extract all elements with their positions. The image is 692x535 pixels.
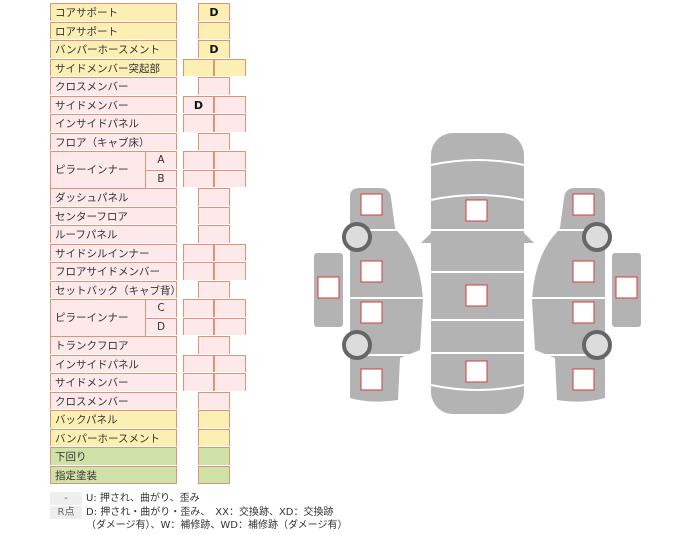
row-label: 指定塗装 bbox=[50, 465, 177, 484]
row-label: クロスメンバー bbox=[50, 391, 177, 409]
wheel-icon bbox=[342, 330, 372, 360]
rating-cell[interactable] bbox=[214, 95, 246, 113]
row-label: バックパネル bbox=[50, 410, 177, 428]
row-label: ピラーインナー bbox=[50, 151, 146, 188]
row-label: バンパーホースメント bbox=[50, 40, 177, 58]
row-label: ロアサポート bbox=[50, 21, 177, 39]
row-label: セットバック（キャブ背） bbox=[50, 280, 181, 298]
rating-cell[interactable] bbox=[198, 465, 230, 484]
row-label: ダッシュパネル bbox=[50, 188, 177, 206]
rating-cell[interactable] bbox=[214, 299, 246, 317]
inspection-marker[interactable] bbox=[615, 276, 638, 299]
inspection-marker[interactable] bbox=[572, 260, 595, 283]
rating-cell[interactable] bbox=[198, 225, 230, 243]
legend-text: D: 押され・曲がり・歪み、 XX：交換跡、XD：交換跡 bbox=[86, 507, 334, 518]
inspection-marker[interactable] bbox=[360, 260, 383, 283]
inspection-marker[interactable] bbox=[360, 301, 383, 324]
rating-cell[interactable] bbox=[214, 243, 246, 261]
row-label: ルーフパネル bbox=[50, 225, 177, 243]
rating-cell[interactable] bbox=[183, 169, 214, 187]
rating-cell[interactable] bbox=[214, 151, 246, 169]
inspection-marker[interactable] bbox=[360, 368, 383, 391]
rating-cell[interactable] bbox=[214, 354, 246, 372]
row-label: フロア（キャブ床） bbox=[50, 132, 177, 150]
row-label: サイドメンバー bbox=[50, 373, 177, 391]
legend-row: - U: 押され、曲がり、歪み bbox=[50, 492, 200, 505]
row-label: トランクフロア bbox=[50, 336, 177, 354]
legend-key: R点 bbox=[50, 506, 82, 519]
inspection-marker[interactable] bbox=[572, 193, 595, 216]
inspection-marker[interactable] bbox=[572, 368, 595, 391]
car-body-arrow-left bbox=[421, 233, 431, 243]
rating-cell[interactable] bbox=[198, 410, 230, 428]
row-label: インサイドパネル bbox=[50, 114, 177, 132]
rating-cell[interactable] bbox=[183, 114, 214, 132]
car-body-arrow-right bbox=[524, 233, 534, 243]
rating-cell[interactable] bbox=[198, 21, 230, 39]
rating-cell[interactable]: D bbox=[183, 95, 214, 113]
rating-cell[interactable] bbox=[214, 169, 246, 187]
legend-text: （ダメージ有）、W：補修跡、WD：補修跡（ダメージ有） bbox=[86, 520, 348, 531]
wheel-icon bbox=[582, 222, 612, 252]
row-label: 下回り bbox=[50, 447, 177, 465]
row-label: サイドメンバー突起部 bbox=[50, 58, 177, 76]
rating-cell[interactable] bbox=[198, 391, 230, 409]
legend-row: R点 D: 押され・曲がり・歪み、 XX：交換跡、XD：交換跡 bbox=[50, 506, 334, 519]
rating-cell[interactable] bbox=[198, 188, 230, 206]
inspection-marker[interactable] bbox=[360, 193, 383, 216]
rating-cell[interactable] bbox=[198, 206, 230, 224]
legend-row: （ダメージ有）、W：補修跡、WD：補修跡（ダメージ有） bbox=[86, 519, 347, 532]
rating-cell[interactable] bbox=[183, 299, 214, 317]
row-label: サイドシルインナー bbox=[50, 243, 177, 261]
rating-cell[interactable] bbox=[183, 262, 214, 280]
car-roof-body bbox=[431, 133, 524, 414]
rating-cell[interactable] bbox=[183, 354, 214, 372]
rating-cell[interactable] bbox=[183, 151, 214, 169]
wheel-icon bbox=[582, 330, 612, 360]
rating-cell[interactable] bbox=[214, 58, 246, 76]
rating-cell[interactable]: D bbox=[198, 40, 230, 58]
row-label: フロアサイドメンバー bbox=[50, 262, 177, 280]
row-label: サイドメンバー bbox=[50, 95, 177, 113]
row-label: コアサポート bbox=[50, 3, 177, 21]
inspection-marker[interactable] bbox=[317, 276, 340, 299]
rating-cell[interactable] bbox=[183, 58, 214, 76]
rating-cell[interactable] bbox=[183, 243, 214, 261]
row-label: バンパーホースメント bbox=[50, 428, 177, 446]
row-label: クロスメンバー bbox=[50, 77, 177, 95]
rating-cell[interactable] bbox=[198, 428, 230, 446]
row-label: インサイドパネル bbox=[50, 354, 177, 372]
inspection-marker[interactable] bbox=[465, 360, 488, 383]
legend-text: U: 押され、曲がり、歪み bbox=[86, 493, 200, 504]
row-label: センターフロア bbox=[50, 206, 177, 224]
rating-cell[interactable] bbox=[198, 336, 230, 354]
rating-cell[interactable] bbox=[198, 280, 230, 298]
legend-key: - bbox=[50, 492, 82, 505]
inspection-marker[interactable] bbox=[465, 199, 488, 222]
rating-cell[interactable] bbox=[198, 447, 230, 465]
row-label: ピラーインナー bbox=[50, 299, 146, 336]
rating-cell[interactable]: D bbox=[198, 3, 230, 21]
rating-cell[interactable] bbox=[183, 373, 214, 391]
wheel-icon bbox=[342, 222, 372, 252]
rating-cell[interactable] bbox=[198, 132, 230, 150]
rating-cell[interactable] bbox=[183, 317, 214, 335]
rating-cell[interactable] bbox=[214, 262, 246, 280]
inspection-marker[interactable] bbox=[465, 284, 488, 307]
rating-cell[interactable] bbox=[214, 373, 246, 391]
rating-cell[interactable] bbox=[214, 114, 246, 132]
inspection-marker[interactable] bbox=[572, 301, 595, 324]
rating-cell[interactable] bbox=[214, 317, 246, 335]
rating-cell[interactable] bbox=[198, 77, 230, 95]
